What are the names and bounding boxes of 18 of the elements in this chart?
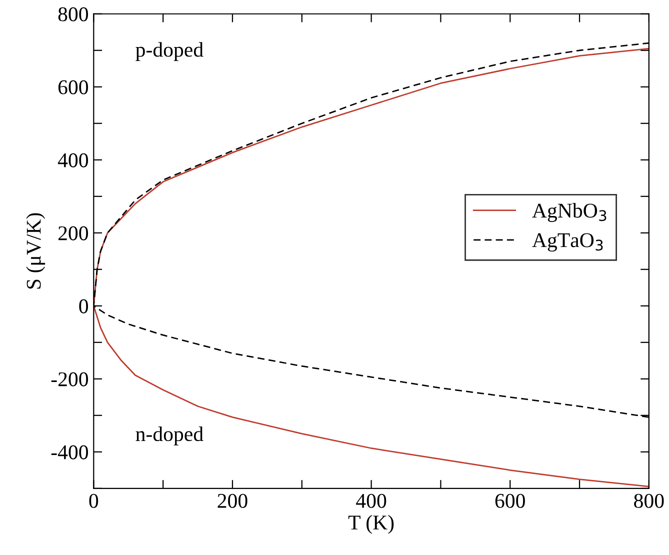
y-tick-label: 400 [58, 153, 88, 168]
legend-label: AgTaO$_{3}$ [532, 233, 603, 252]
y-tick-label: 800 [58, 7, 88, 22]
annotation: n-doped [136, 426, 204, 446]
y-tick-label: -200 [51, 372, 88, 386]
x-tick-label: 0 [89, 494, 98, 508]
y-tick-label: -400 [51, 445, 88, 460]
x-tick-label: 600 [495, 494, 525, 508]
x-axis-title: T (K) [348, 514, 394, 534]
y-axis-title: S (μV/K) [26, 213, 46, 289]
legend-label: AgNbO$_{3}$ [532, 203, 606, 222]
y-tick-label: 0 [79, 299, 88, 314]
annotation: p-doped [136, 42, 204, 62]
y-tick-label: 200 [58, 226, 88, 240]
x-tick-label: 200 [218, 494, 248, 508]
x-tick-label: 800 [634, 494, 664, 508]
y-tick-label: 600 [58, 80, 88, 94]
x-tick-label: 400 [356, 494, 386, 508]
